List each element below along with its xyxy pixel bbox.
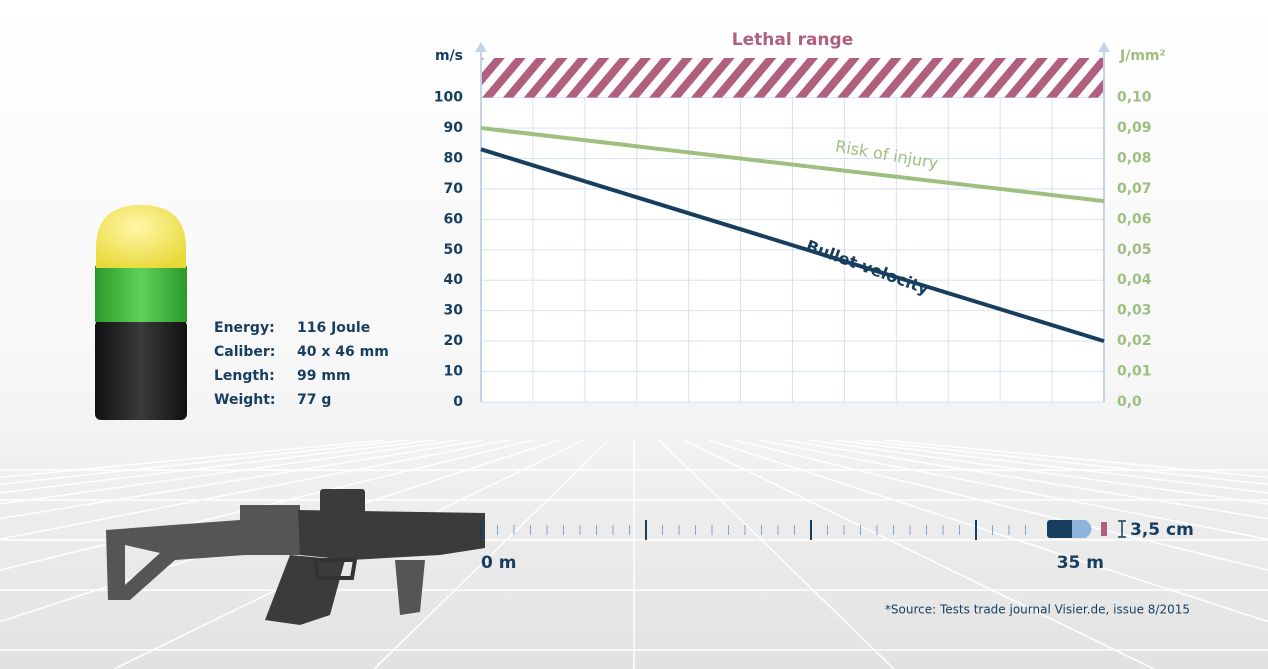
floor-line [783, 439, 1268, 520]
y-tick-label: 20 [444, 333, 464, 349]
y2-tick-label: 0,07 [1117, 181, 1152, 197]
y-tick-label: 0 [453, 394, 463, 410]
series-line [480, 126, 1105, 204]
spec-label: Energy: [214, 320, 275, 336]
y-tick-label: 10 [444, 364, 464, 380]
y-axis-unit: m/s [435, 48, 463, 64]
lethal-range-label: Lethal range [732, 30, 853, 50]
floor-line [833, 439, 1268, 494]
spec-label: Weight: [214, 392, 276, 408]
spec-value: 40 x 46 mm [297, 344, 389, 360]
y2-tick-label: 0,10 [1117, 90, 1152, 106]
y2-tick-label: 0,09 [1117, 120, 1152, 136]
spec-value: 77 g [297, 392, 331, 408]
floor-line [758, 439, 1268, 540]
floor-line [0, 439, 535, 571]
y-tick-label: 40 [444, 272, 464, 288]
y-tick-label: 60 [444, 211, 464, 227]
floor-line [658, 439, 895, 669]
floor-line [683, 439, 1155, 669]
x-tick-label: 0 m [481, 553, 516, 573]
floor-line [0, 439, 510, 540]
y-tick-label: 100 [434, 90, 463, 106]
floor-line [373, 439, 610, 669]
floor-line [733, 439, 1268, 571]
y-tick-label: 70 [444, 181, 464, 197]
spec-label: Length: [214, 368, 275, 384]
y2-tick-label: 0,06 [1117, 211, 1152, 227]
y2-tick-label: 0,02 [1117, 333, 1152, 349]
spec-value: 99 mm [297, 368, 351, 384]
projectile-icon [1047, 520, 1126, 538]
y-tick-label: 50 [444, 242, 464, 258]
y-tick-label: 90 [444, 120, 464, 136]
grenade-icon [95, 205, 187, 420]
axis-arrow [475, 42, 487, 52]
floor-line [0, 439, 410, 486]
x-tick-label: 35 m [1057, 553, 1104, 573]
projectile-size: 3,5 cm [1130, 520, 1194, 540]
floor-line [708, 439, 1268, 623]
lethal-range-band [481, 58, 1104, 98]
launcher-icon [106, 489, 485, 625]
y2-tick-label: 0,03 [1117, 303, 1152, 319]
floor-line [808, 439, 1268, 505]
spec-value: 116 Joule [297, 320, 370, 336]
y-tick-label: 30 [444, 303, 464, 319]
spec-label: Caliber: [214, 344, 275, 360]
y2-tick-label: 0,0 [1117, 394, 1142, 410]
source-note: *Source: Tests trade journal Visier.de, … [885, 603, 1190, 617]
y-tick-label: 80 [444, 150, 464, 166]
floor-line [0, 439, 435, 494]
series-line [480, 147, 1105, 344]
y2-tick-label: 0,01 [1117, 364, 1152, 380]
y2-tick-label: 0,05 [1117, 242, 1152, 258]
y2-axis-unit: J/mm² [1119, 48, 1166, 64]
floor-grid [0, 439, 1268, 669]
floor-line [0, 439, 460, 505]
y2-tick-label: 0,08 [1117, 150, 1152, 166]
axis-arrow [1098, 42, 1110, 52]
y2-tick-label: 0,04 [1117, 272, 1152, 288]
floor-line [0, 439, 485, 520]
floor-line [858, 439, 1268, 486]
